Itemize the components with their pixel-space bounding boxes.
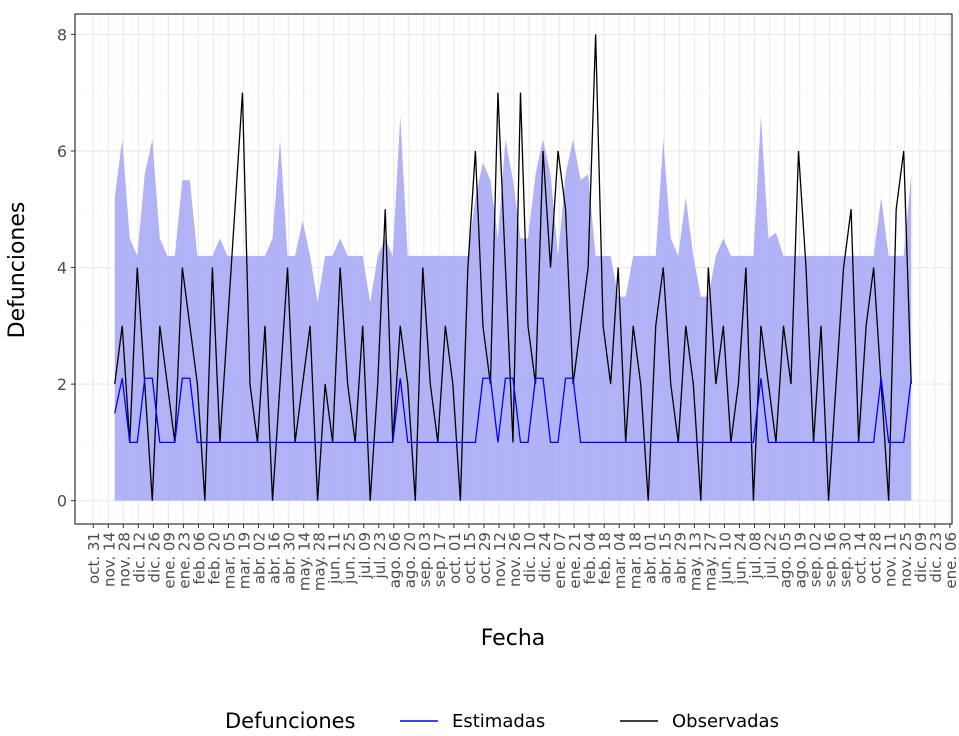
x-tick-label: abr. 01 [641,532,659,584]
x-tick-label: may. 27 [701,532,719,591]
x-tick-label: may. 13 [686,532,704,591]
plot-area [114,34,912,501]
x-tick-label: mar. 04 [611,532,629,589]
legend-label: Estimadas [452,711,545,732]
x-tick-label: nov. 26 [506,532,524,587]
x-tick-label: ago. 20 [401,532,419,588]
x-tick-label: dic. 24 [536,532,554,583]
x-tick-label: jul. 08 [746,532,764,579]
x-tick-label: jun. 10 [716,532,734,585]
x-tick-label: ene. 21 [566,532,584,589]
x-tick-label: may. 14 [296,532,314,591]
x-tick-label: ene. 07 [551,532,569,589]
x-axis-title: Fecha [481,626,546,651]
x-tick-label: dic. 12 [130,532,148,583]
y-axis-title: Defunciones [5,202,30,339]
x-tick-label: feb. 20 [205,532,223,585]
x-tick-label: oct. 15 [461,532,479,584]
x-tick-label: feb. 04 [581,532,599,585]
x-tick-label: abr. 02 [251,532,269,584]
x-tick-label: jul. 22 [762,532,780,579]
x-tick-label: jul. 09 [356,532,374,579]
x-tick-label: feb. 06 [190,532,208,585]
x-tick-label: mar. 05 [221,532,239,589]
x-tick-label: oct. 29 [476,532,494,584]
x-tick-label: oct. 01 [446,532,464,584]
y-tick-label: 8 [57,25,67,44]
x-tick-label: feb. 18 [596,532,614,585]
x-tick-label: ene. 23 [175,532,193,589]
x-tick-label: sep. 17 [431,532,449,587]
y-tick-label: 4 [57,259,67,278]
panel-border [74,13,953,525]
x-tick-label: nov. 11 [882,532,900,587]
legend-label: Observadas [672,711,779,732]
x-tick-label: oct. 14 [852,532,870,584]
x-tick-label: may. 28 [311,532,329,591]
x-tick-label: ene. 09 [160,532,178,589]
x-tick-label: mar. 19 [236,532,254,589]
x-tick-label: abr. 16 [266,532,284,584]
legend-title: Defunciones [225,709,356,733]
x-tick-label: abr. 30 [281,532,299,584]
x-tick-label: ago. 06 [386,532,404,588]
y-tick-label: 0 [57,492,67,511]
x-tick-label: dic. 09 [912,532,930,583]
x-tick-label: jul. 23 [371,532,389,579]
x-tick-label: jun. 25 [341,532,359,585]
x-tick-label: mar. 18 [626,532,644,589]
x-tick-label: sep. 30 [837,532,855,587]
x-tick-label: oct. 28 [867,532,885,584]
x-tick-label: oct. 31 [85,532,103,584]
x-tick-label: ago. 19 [792,532,810,588]
x-tick-label: nov. 12 [491,532,509,587]
x-tick-label: sep. 03 [416,532,434,587]
x-tick-label: jun. 11 [326,532,344,585]
series-line [114,377,912,444]
x-tick-label: abr. 15 [656,532,674,584]
x-tick-label: jun. 24 [731,532,749,585]
x-tick-label: nov. 14 [100,532,118,587]
x-tick-label: ago. 05 [777,532,795,588]
x-tick-label: sep. 02 [807,532,825,587]
x-tick-label: dic. 26 [145,532,163,583]
y-tick-label: 2 [57,375,67,394]
x-tick-label: ene. 06 [942,532,959,589]
x-tick-label: dic. 23 [927,532,945,583]
x-tick-label: abr. 29 [671,532,689,584]
x-tick-label: sep. 16 [822,532,840,587]
y-tick-label: 6 [57,142,67,161]
x-tick-label: dic. 10 [521,532,539,583]
series-line [114,34,912,501]
x-tick-label: nov. 28 [115,532,133,587]
x-tick-label: nov. 25 [897,532,915,587]
